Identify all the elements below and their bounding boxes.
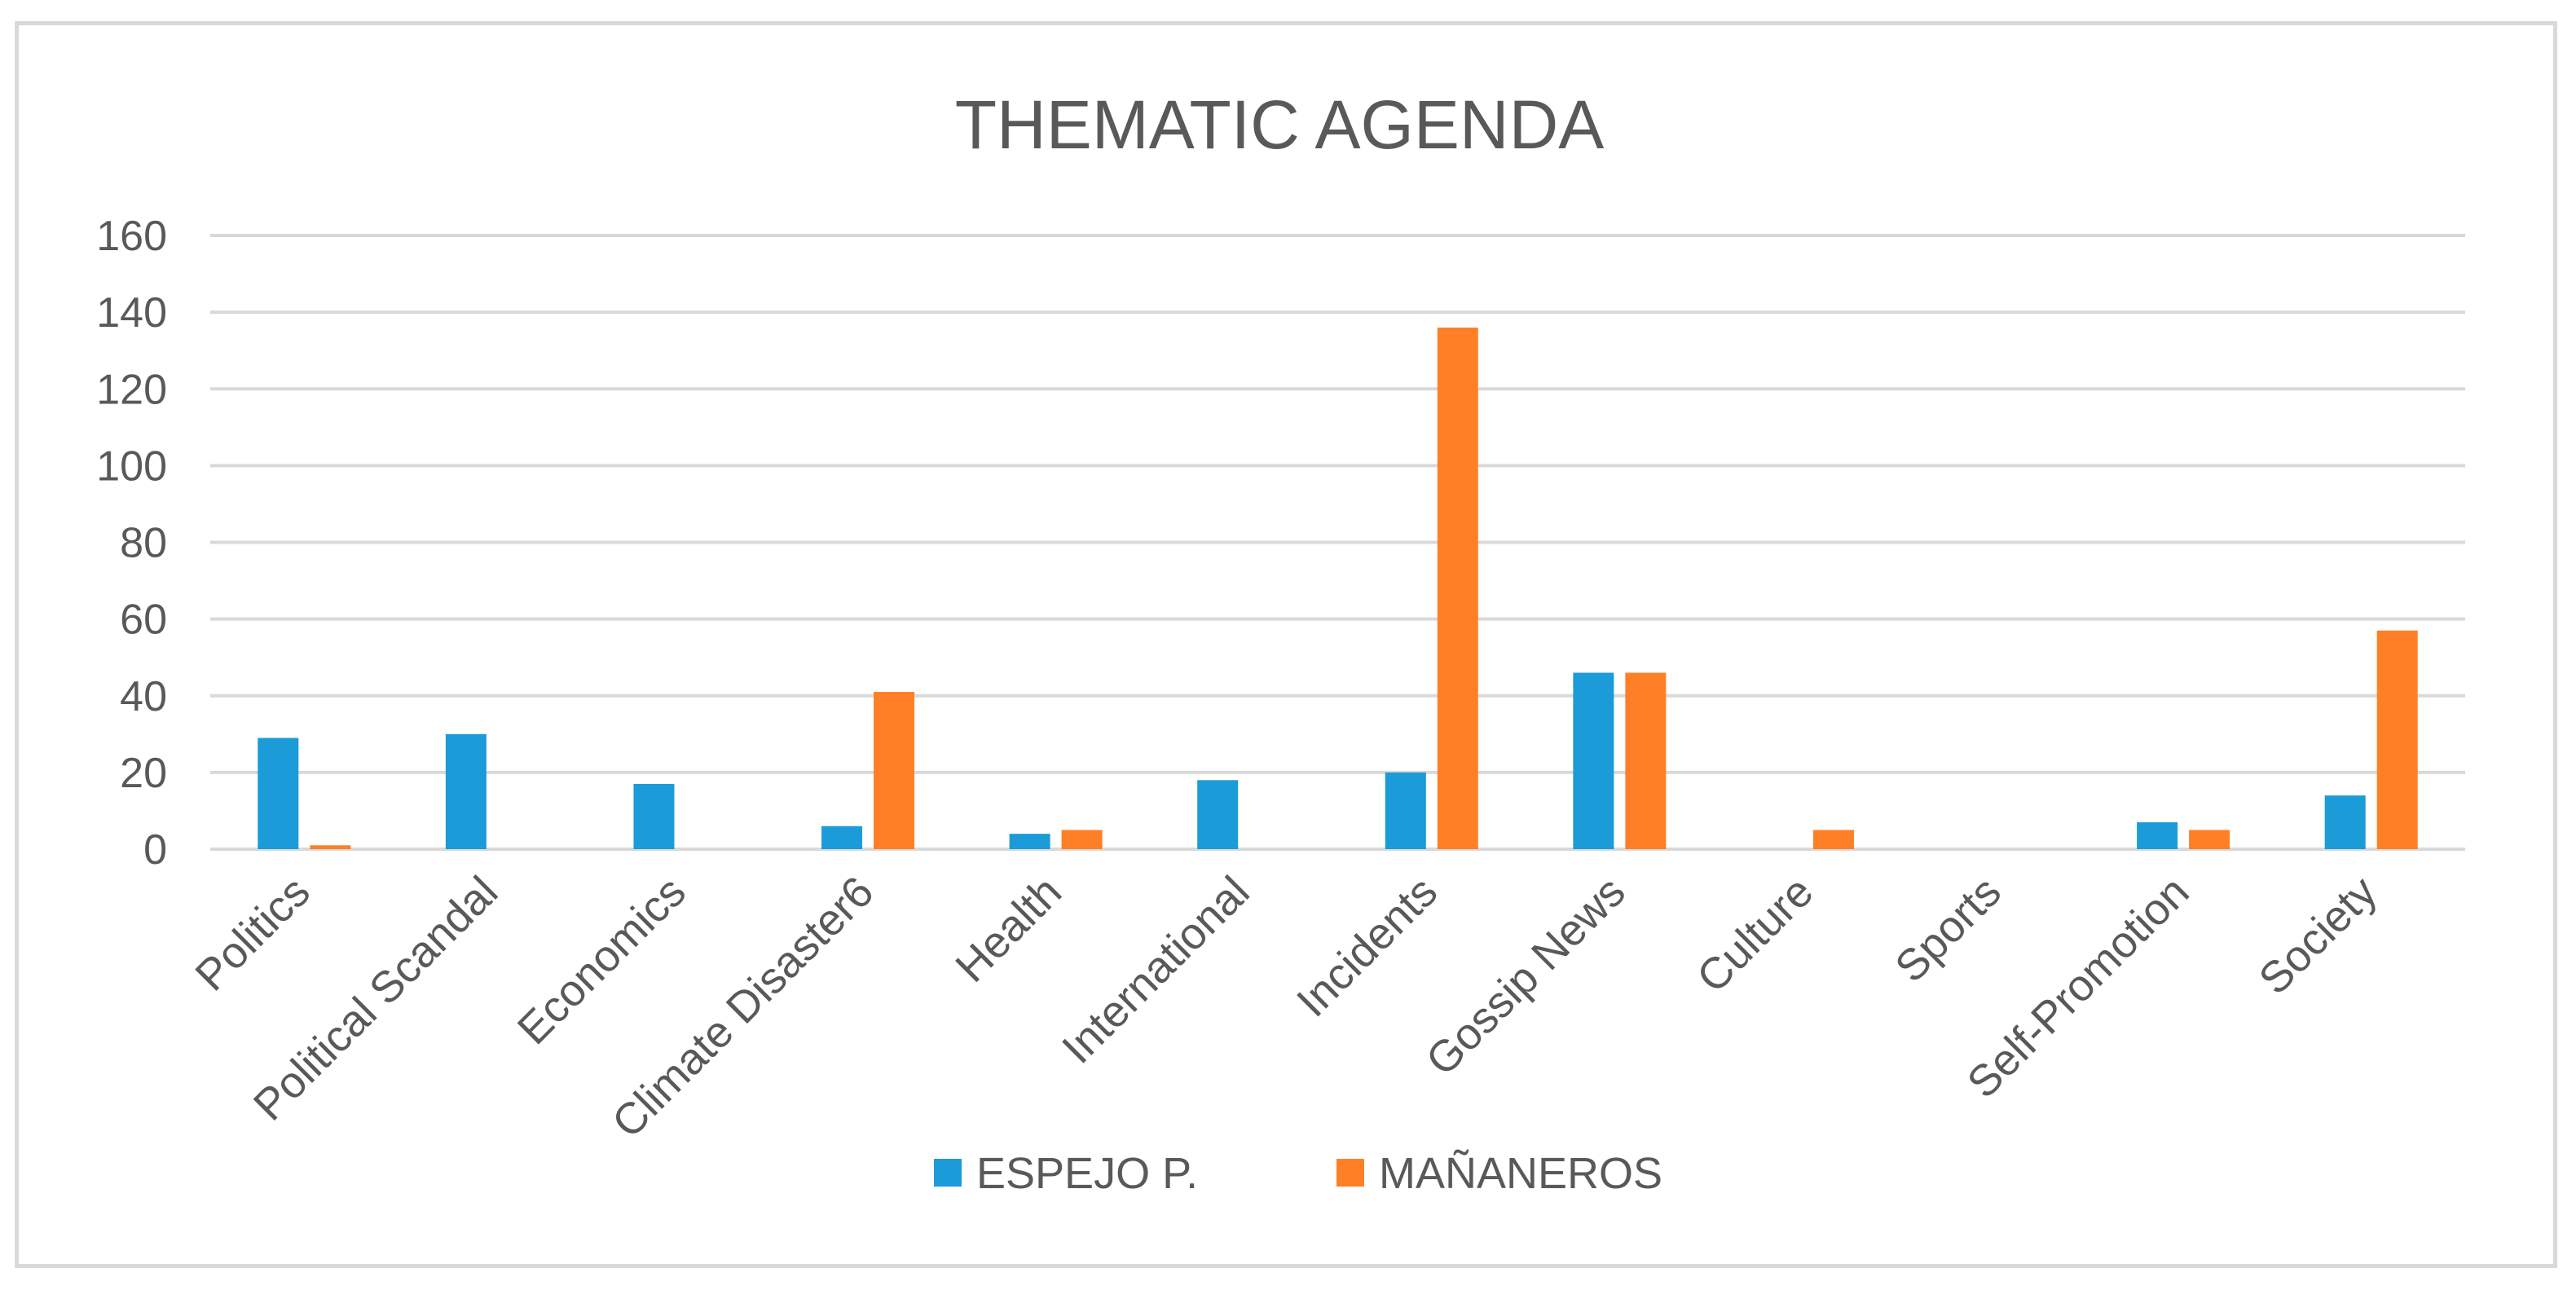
bar-espejo-p-11 [2324,795,2366,849]
x-category-label: Society [2250,867,2387,1004]
bar-mananeros-3 [874,692,915,849]
y-tick-label: 160 [96,213,167,260]
bar-espejo-p-2 [633,783,675,849]
legend-swatch [934,1159,962,1187]
x-category-label: Incidents [1288,867,1447,1026]
x-category-label: Gossip News [1417,867,1635,1085]
bar-espejo-p-1 [445,733,487,849]
bar-mananeros-10 [2189,830,2230,849]
y-tick-label: 140 [96,289,167,337]
x-category-label: Politics [186,867,319,1000]
bar-mananeros-11 [2376,630,2418,849]
y-tick-label: 120 [96,366,167,413]
legend: ESPEJO P. MAÑANEROS [934,1149,1662,1198]
bar-espejo-p-3 [821,826,863,849]
bar-espejo-p-0 [258,738,299,849]
x-category-label: Culture [1688,867,1823,1002]
legend-label: MAÑANEROS [1379,1149,1662,1198]
bar-espejo-p-4 [1009,834,1050,849]
y-tick-label: 60 [120,597,167,644]
bar-espejo-p-6 [1385,772,1426,849]
legend-label: ESPEJO P. [976,1149,1198,1198]
y-axis-tick-labels: 0 20 40 60 80 100 120 140 160 [96,213,167,874]
x-category-label: International [1053,867,1259,1073]
x-category-label: Health [946,867,1071,992]
bar-mananeros-7 [1625,672,1667,849]
chart-title: THEMATIC AGENDA [955,86,1605,163]
bar-mananeros-8 [1812,830,1854,849]
bar-espejo-p-10 [2137,822,2178,849]
bar-mananeros-6 [1437,327,1478,849]
bars [258,327,2418,849]
x-category-label: Economics [509,867,695,1054]
y-tick-label: 80 [120,520,167,567]
bar-espejo-p-5 [1197,780,1239,849]
bar-mananeros-4 [1061,830,1103,849]
y-tick-label: 20 [120,750,167,797]
legend-swatch [1336,1159,1364,1187]
bar-espejo-p-7 [1573,672,1614,849]
y-tick-label: 0 [143,826,167,874]
x-category-label: Sports [1886,867,2010,992]
gridlines [210,234,2465,851]
y-tick-label: 100 [96,443,167,490]
y-tick-label: 40 [120,673,167,720]
chart-frame [15,21,2557,1268]
bar-mananeros-0 [310,845,351,849]
